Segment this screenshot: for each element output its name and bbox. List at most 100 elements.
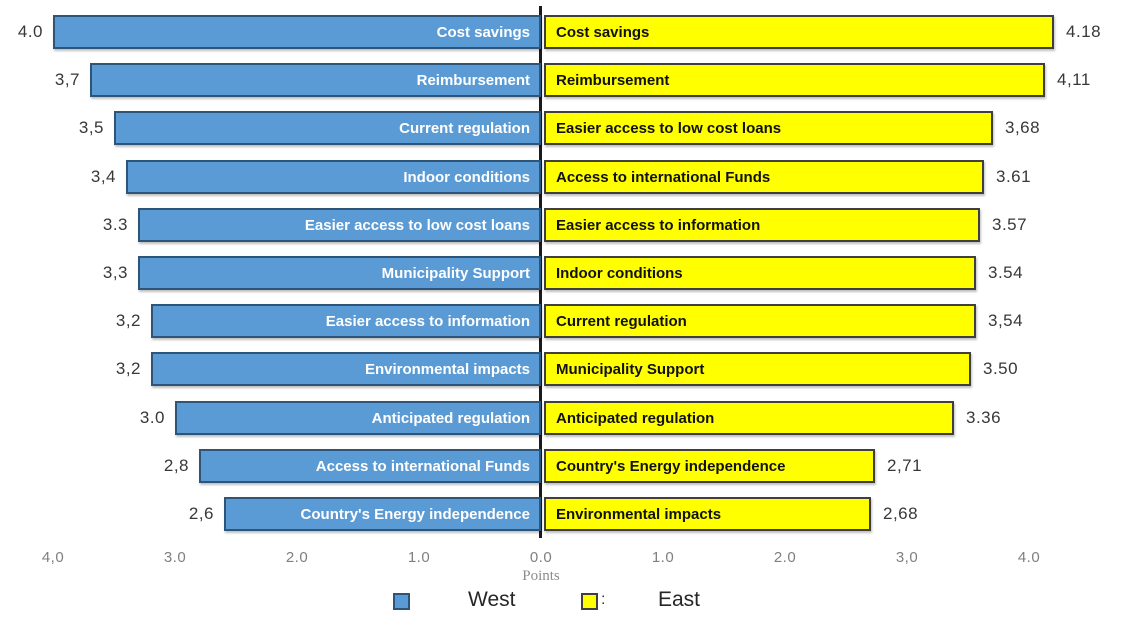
x-axis-ticks: 4,0 3.0 2.0 1.0 0.0 1.0 2.0 3,0 4.0: [0, 549, 1124, 571]
east-value-label: 3.50: [983, 359, 1019, 378]
east-category-label: Anticipated regulation: [556, 409, 715, 427]
row-east: Reimbursement 4,11: [544, 63, 1091, 97]
row-west: 3,5 Current regulation: [79, 111, 541, 145]
legend-west-label: West: [468, 588, 516, 611]
axis-tick-label: 4,0: [41, 549, 65, 566]
east-value-label: 4,11: [1057, 70, 1091, 89]
west-category-label: Indoor conditions: [403, 168, 530, 186]
axis-tick-label: 3.0: [163, 549, 187, 566]
row-west: 3,3 Municipality Support: [103, 256, 541, 290]
west-category-label: Environmental impacts: [364, 360, 530, 378]
east-value-label: 2,68: [883, 504, 919, 523]
bar-east: Easier access to information: [544, 208, 980, 242]
bar-east: Cost savings: [544, 15, 1054, 49]
row-west: 3.0 Anticipated regulation: [140, 401, 541, 435]
row-east: Current regulation 3,54: [544, 304, 1023, 338]
bar-east: Easier access to low cost loans: [544, 111, 993, 145]
west-category-label: Reimbursement: [416, 71, 530, 89]
west-value-label: 3,7: [54, 70, 80, 89]
row-west: 2,6 Country's Energy independence: [189, 497, 541, 531]
row-east: Municipality Support 3.50: [544, 352, 1018, 386]
row-east: Access to international Funds 3.61: [544, 160, 1031, 194]
east-category-label: Indoor conditions: [556, 264, 683, 282]
east-category-label: Access to international Funds: [556, 168, 771, 186]
row-west: 3,7 Reimbursement: [55, 63, 541, 97]
row-east: Indoor conditions 3.54: [544, 256, 1023, 290]
east-category-label: Reimbursement: [556, 71, 670, 89]
row-east: Easier access to information 3.57: [544, 208, 1027, 242]
plot-area: 4.0 Cost savings Cost savings 4.18 3,7 Reimbu…: [18, 6, 1101, 538]
row-east: Environmental impacts 2,68: [544, 497, 918, 531]
axis-tick-label: 2.0: [773, 549, 797, 566]
axis-tick-label: 1.0: [407, 549, 431, 566]
bar-east: Indoor conditions: [544, 256, 976, 290]
row-east: Country's Energy independence 2,71: [544, 449, 922, 483]
x-axis-title: Points: [522, 568, 560, 584]
axis-tick-label: 4.0: [1017, 549, 1041, 566]
east-value-label: 3.36: [966, 408, 1002, 427]
west-category-label: Access to international Funds: [315, 457, 530, 475]
bar-west: Easier access to information: [151, 304, 541, 338]
east-value-label: 2,71: [887, 456, 923, 475]
bar-west: Municipality Support: [138, 256, 541, 290]
east-category-label: Easier access to information: [556, 216, 761, 234]
axis-tick-label: 1.0: [651, 549, 675, 566]
bar-east: Access to international Funds: [544, 160, 984, 194]
east-category-label: Easier access to low cost loans: [556, 119, 782, 137]
west-value-label: 3,2: [115, 311, 141, 330]
west-value-label: 2,8: [163, 456, 189, 475]
row-east: Cost savings 4.18: [544, 15, 1101, 49]
legend: West : East: [0, 588, 1124, 620]
legend-east-label: East: [658, 588, 701, 611]
bar-west: Access to international Funds: [199, 449, 541, 483]
east-value-label: 3.57: [992, 215, 1028, 234]
legend-west-swatch-icon: [393, 593, 410, 610]
legend-east-swatch-icon: [581, 593, 598, 610]
east-category-label: Current regulation: [556, 312, 687, 330]
legend-separator: :: [601, 591, 606, 608]
east-value-label: 3.61: [996, 167, 1032, 186]
east-category-label: Municipality Support: [556, 360, 705, 378]
west-value-label: 3,5: [78, 118, 104, 137]
west-category-label: Municipality Support: [381, 264, 530, 282]
east-category-label: Country's Energy independence: [556, 457, 786, 475]
east-value-label: 3.54: [988, 263, 1024, 282]
west-category-label: Anticipated regulation: [371, 409, 530, 427]
bar-east: Current regulation: [544, 304, 976, 338]
bar-east: Country's Energy independence: [544, 449, 875, 483]
axis-tick-label: 0.0: [529, 549, 553, 566]
bar-east: Municipality Support: [544, 352, 971, 386]
bar-west: Reimbursement: [90, 63, 541, 97]
bar-east: Environmental impacts: [544, 497, 871, 531]
west-category-label: Easier access to information: [325, 312, 530, 330]
west-value-label: 3,4: [90, 167, 116, 186]
bar-west: Easier access to low cost loans: [138, 208, 541, 242]
row-west: 4.0 Cost savings: [18, 15, 541, 49]
west-value-label: 4.0: [17, 22, 43, 41]
bar-west: Country's Energy independence: [224, 497, 541, 531]
east-value-label: 3,54: [988, 311, 1024, 330]
row-west: 3,2 Environmental impacts: [116, 352, 541, 386]
bar-east: Anticipated regulation: [544, 401, 954, 435]
bar-west: Indoor conditions: [126, 160, 541, 194]
bar-west: Cost savings: [53, 15, 541, 49]
west-category-label: Current regulation: [399, 119, 530, 137]
row-west: 2,8 Access to international Funds: [164, 449, 541, 483]
east-category-label: Cost savings: [556, 23, 650, 41]
west-value-label: 3,3: [102, 263, 128, 282]
west-value-label: 2,6: [188, 504, 214, 523]
row-west: 3.3 Easier access to low cost loans: [103, 208, 541, 242]
row-west: 3,2 Easier access to information: [116, 304, 541, 338]
bar-east: Reimbursement: [544, 63, 1045, 97]
row-east: Anticipated regulation 3.36: [544, 401, 1001, 435]
bar-west: Current regulation: [114, 111, 541, 145]
axis-tick-label: 3,0: [895, 549, 919, 566]
west-value-label: 3.0: [139, 408, 165, 427]
bar-west: Environmental impacts: [151, 352, 541, 386]
row-west: 3,4 Indoor conditions: [91, 160, 541, 194]
west-category-label: Easier access to low cost loans: [304, 216, 530, 234]
row-east: Easier access to low cost loans 3,68: [544, 111, 1040, 145]
east-value-label: 4.18: [1066, 22, 1102, 41]
bar-west: Anticipated regulation: [175, 401, 541, 435]
